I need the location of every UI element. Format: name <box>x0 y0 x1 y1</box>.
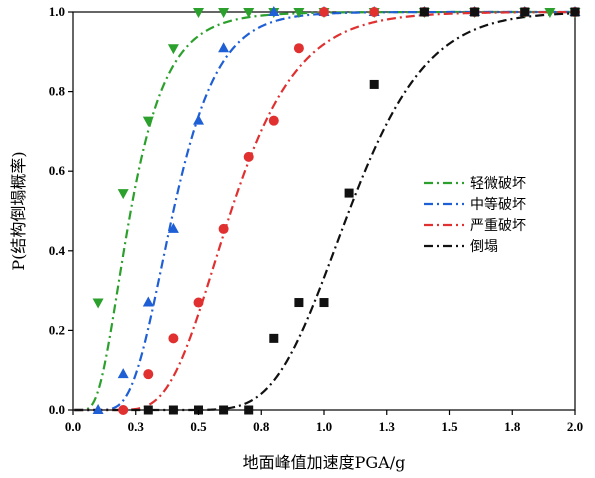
y-tick-label: 0.8 <box>49 84 66 99</box>
data-point <box>470 7 480 17</box>
data-point <box>268 115 279 126</box>
data-point <box>319 7 329 17</box>
x-tick-label: 0.8 <box>253 419 270 434</box>
x-tick-label: 2.0 <box>567 419 583 434</box>
fit-curve <box>74 10 576 412</box>
data-point <box>268 6 280 16</box>
data-point <box>293 43 304 54</box>
data-point <box>294 298 304 308</box>
data-point <box>167 222 179 233</box>
data-point <box>117 368 129 379</box>
data-point <box>193 8 204 18</box>
data-point <box>319 298 329 308</box>
x-tick-label: 1.5 <box>441 419 458 434</box>
y-tick-label: 1.0 <box>49 4 65 19</box>
data-point <box>117 189 129 200</box>
data-point <box>218 223 229 234</box>
data-point <box>218 8 230 18</box>
legend-label: 倒塌 <box>470 239 498 255</box>
x-tick-label: 1.0 <box>316 419 332 434</box>
y-axis-title: P(结构倒塌概率) <box>9 151 28 270</box>
data-point <box>520 7 530 17</box>
data-point <box>193 297 204 308</box>
data-point <box>544 8 556 18</box>
x-tick-label: 0.3 <box>128 419 145 434</box>
data-point <box>167 44 179 55</box>
data-point <box>244 405 254 415</box>
data-point <box>369 7 380 17</box>
x-tick-label: 0.0 <box>65 419 81 434</box>
y-tick-label: 0.6 <box>49 163 66 178</box>
data-point <box>168 333 179 344</box>
y-tick-label: 0.2 <box>49 322 65 337</box>
data-point <box>193 114 204 125</box>
data-point <box>118 405 129 415</box>
y-axis-ticks: 0.0 0.2 0.4 0.6 0.8 1.0 <box>49 4 73 417</box>
fit-curve <box>74 10 575 412</box>
x-axis-title: 地面峰值加速度PGA/g <box>243 453 406 472</box>
data-point <box>142 296 154 307</box>
x-axis-ticks: 0.0 0.3 0.5 0.8 1.0 1.3 1.5 1.8 2.0 <box>65 410 583 434</box>
legend-label: 轻微破坏 <box>470 176 526 192</box>
data-point <box>168 405 178 415</box>
legend-label: 严重破坏 <box>470 218 526 234</box>
x-tick-label: 1.8 <box>504 419 521 434</box>
data-point <box>142 116 154 127</box>
data-point <box>219 405 229 415</box>
data-point <box>344 188 354 198</box>
x-tick-label: 1.3 <box>379 419 396 434</box>
data-point <box>243 151 254 162</box>
legend-label: 中等破坏 <box>470 196 526 213</box>
data-point <box>143 369 154 380</box>
y-tick-label: 0.4 <box>49 243 66 258</box>
data-point <box>293 8 305 18</box>
data-point <box>243 8 255 18</box>
data-point <box>419 7 429 17</box>
data-point <box>269 333 279 343</box>
y-tick-label: 0.0 <box>49 402 65 417</box>
data-point <box>218 42 230 53</box>
data-point <box>570 7 580 17</box>
fit-curve <box>74 12 576 412</box>
x-tick-label: 0.5 <box>190 419 207 434</box>
data-point <box>143 405 153 415</box>
data-point <box>92 298 104 309</box>
data-point <box>92 404 104 414</box>
data-point <box>369 79 379 89</box>
data-points <box>92 6 581 415</box>
